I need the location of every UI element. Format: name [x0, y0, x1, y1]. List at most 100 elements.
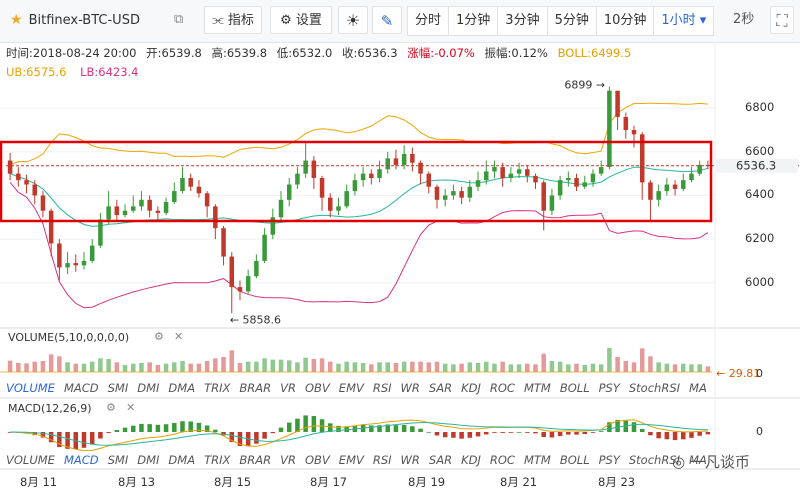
- indicator-tab-emv[interactable]: EMV: [338, 381, 364, 395]
- candle-body-35: [295, 173, 300, 185]
- interval-0[interactable]: 分时: [407, 6, 450, 36]
- indicator-tab-sar[interactable]: SAR: [428, 381, 453, 395]
- indicator-tab-rsi[interactable]: RSI: [372, 381, 392, 395]
- indicators-button[interactable]: ⫘ 指标: [204, 6, 262, 34]
- indicator-tab-kdj[interactable]: KDJ: [461, 381, 481, 395]
- interval-1[interactable]: 1分钟: [448, 6, 499, 36]
- candle-body-41: [344, 191, 349, 207]
- volume-bar-70: [582, 365, 588, 372]
- indicator-tab-sar[interactable]: SAR: [428, 453, 453, 467]
- indicator-tab-brar[interactable]: BRAR: [239, 381, 272, 395]
- indicator-tab-stochrsi[interactable]: StochRSI: [628, 453, 681, 467]
- settings-button[interactable]: ⚙ 设置: [270, 6, 332, 34]
- indicator-tab-macd[interactable]: MACD: [63, 453, 99, 467]
- volume-bar-79: [656, 362, 661, 372]
- macd-hist-59: [492, 432, 497, 433]
- fullscreen-icon[interactable]: ⛶: [770, 6, 794, 34]
- candle-body-63: [525, 169, 530, 176]
- candle-body-13: [114, 206, 120, 216]
- volume-bar-83: [689, 364, 694, 372]
- watermark: ◎ 一凡谈币: [672, 451, 750, 472]
- refresh-rate[interactable]: 2秒: [733, 12, 755, 27]
- indicator-tab-ma[interactable]: MA: [689, 381, 707, 395]
- macd-settings-icon[interactable]: ⚙: [106, 401, 116, 414]
- popout-icon[interactable]: ⧉: [174, 12, 184, 27]
- volume-bar-14: [122, 365, 128, 372]
- macd-hist-32: [270, 432, 276, 434]
- candle-body-82: [681, 180, 686, 189]
- volume-bar-61: [508, 364, 514, 372]
- indicator-tab-mtm[interactable]: MTM: [523, 381, 551, 395]
- indicator-tab-macd[interactable]: MACD: [63, 381, 99, 395]
- indicator-tab-psy[interactable]: PSY: [598, 453, 620, 467]
- candle-body-78: [648, 182, 653, 200]
- indicators-label: 指标: [227, 13, 254, 28]
- indicator-tab-mtm[interactable]: MTM: [523, 453, 551, 467]
- volume-close-icon[interactable]: ✕: [174, 330, 184, 343]
- macd-close-icon[interactable]: ✕: [126, 401, 136, 414]
- indicator-tab-smi[interactable]: SMI: [107, 453, 129, 467]
- indicator-tab-kdj[interactable]: KDJ: [461, 453, 481, 467]
- indicator-tab-brar[interactable]: BRAR: [239, 453, 272, 467]
- volume-bar-48: [401, 361, 407, 372]
- indicator-tab-roc[interactable]: ROC: [489, 381, 515, 395]
- volume-bar-27: [229, 350, 235, 372]
- indicator-tab-volume[interactable]: VOLUME: [6, 381, 55, 395]
- indicator-tab-stochrsi[interactable]: StochRSI: [628, 381, 681, 395]
- interval-5[interactable]: 1小时 ▾: [653, 6, 715, 36]
- indicator-tab-dmi[interactable]: DMI: [137, 381, 160, 395]
- indicator-tab-emv[interactable]: EMV: [338, 453, 364, 467]
- indicator-tab-volume[interactable]: VOLUME: [6, 453, 55, 467]
- indicator-tab-trix[interactable]: TRIX: [204, 453, 231, 467]
- indicator-tab-obv[interactable]: OBV: [304, 381, 330, 395]
- draw-tool-button[interactable]: ✎: [372, 6, 402, 34]
- candle-body-61: [508, 173, 514, 178]
- indicator-tab-vr[interactable]: VR: [280, 453, 296, 467]
- y-tick-6000: 6000: [745, 274, 775, 289]
- volume-settings-icon[interactable]: ⚙: [154, 330, 164, 343]
- interval-4[interactable]: 10分钟: [595, 6, 655, 36]
- macd-hist-36: [303, 415, 308, 432]
- y-tick-6400: 6400: [745, 187, 775, 202]
- indicator-tab-psy[interactable]: PSY: [598, 381, 620, 395]
- indicator-tab-smi[interactable]: SMI: [107, 381, 129, 395]
- volume-bar-4: [40, 361, 46, 372]
- candle-body-26: [221, 228, 226, 257]
- candle-body-80: [664, 184, 670, 192]
- candle-body-37: [311, 160, 317, 178]
- macd-hist-82: [681, 432, 686, 440]
- interval-2[interactable]: 3分钟: [497, 6, 548, 36]
- volume-bar-37: [311, 359, 317, 372]
- volume-bar-36: [303, 357, 308, 372]
- volume-bar-72: [598, 364, 604, 372]
- macd-hist-58: [483, 432, 489, 435]
- indicator-tab-obv[interactable]: OBV: [304, 453, 330, 467]
- macd-hist-55: [459, 432, 464, 439]
- interval-3[interactable]: 5分钟: [546, 6, 597, 36]
- star-icon[interactable]: ★: [10, 12, 23, 28]
- indicator-tab-dma[interactable]: DMA: [168, 381, 196, 395]
- candle-body-5: [48, 210, 54, 244]
- macd-hist-24: [204, 425, 210, 432]
- indicator-tab-wr[interactable]: WR: [400, 381, 420, 395]
- volume-bar-57: [475, 363, 481, 372]
- indicator-tab-boll[interactable]: BOLL: [559, 453, 590, 467]
- indicator-tab-boll[interactable]: BOLL: [559, 381, 590, 395]
- candle-body-62: [516, 169, 522, 174]
- indicator-tab-dma[interactable]: DMA: [168, 453, 196, 467]
- candle-body-9: [81, 260, 87, 266]
- indicator-tab-rsi[interactable]: RSI: [372, 453, 392, 467]
- indicator-tab-vr[interactable]: VR: [280, 381, 296, 395]
- symbol-selector[interactable]: ★ Bitfinex-BTC-USD: [10, 6, 140, 34]
- volume-bar-54: [451, 364, 456, 372]
- indicator-tab-ma[interactable]: MA: [689, 453, 707, 467]
- candle-body-33: [278, 199, 284, 218]
- theme-toggle-button[interactable]: ☀: [338, 6, 368, 34]
- volume-bar-29: [245, 361, 251, 372]
- indicator-tab-roc[interactable]: ROC: [489, 453, 515, 467]
- indicator-tab-dmi[interactable]: DMI: [137, 453, 160, 467]
- indicator-tab-wr[interactable]: WR: [400, 453, 420, 467]
- volume-panel-title: VOLUME(5,10,0,0,0,0): [8, 331, 130, 344]
- indicator-tab-trix[interactable]: TRIX: [204, 381, 231, 395]
